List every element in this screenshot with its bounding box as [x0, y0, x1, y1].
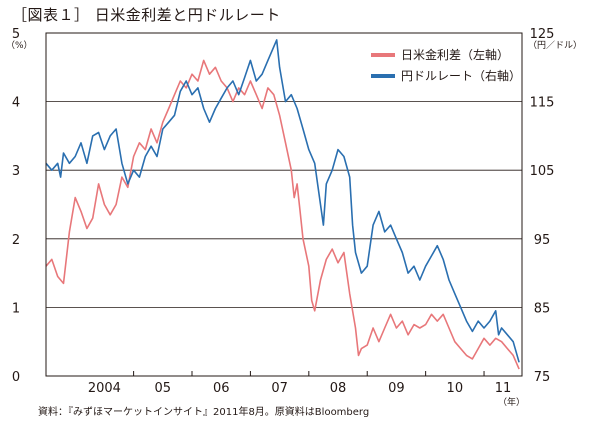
- left-tick-label: 5: [12, 27, 20, 42]
- chart-title: ［図表１］ 日米金利差と円ドルレート: [12, 6, 281, 24]
- left-tick-label: 0: [12, 370, 20, 385]
- left-axis-ticks: 0 1 2 3 4 5: [12, 27, 20, 385]
- grid-lines: [46, 101, 522, 308]
- source-note: 資料：『みずほマーケットインサイト』2011年8月。原資料はBloomberg: [38, 407, 370, 418]
- series-lines: [45, 39, 520, 370]
- right-tick-label: 105: [530, 164, 555, 179]
- right-tick-label: 75: [534, 370, 551, 385]
- x-tick-label: 11: [495, 381, 512, 396]
- right-axis-unit: （円／ドル）: [528, 40, 582, 51]
- x-axis-ticks: 2004 05 06 07 08 09 10 11: [88, 371, 511, 396]
- plot-frame: [45, 32, 523, 377]
- legend: 日米金利差（左軸） 円ドルレート（右軸）: [371, 47, 521, 83]
- x-tick-label: 07: [271, 381, 288, 396]
- right-tick-label: 95: [534, 233, 551, 248]
- left-tick-label: 1: [12, 301, 20, 316]
- x-tick-label: 09: [388, 381, 405, 396]
- left-tick-label: 4: [12, 96, 20, 111]
- x-axis-unit: （年）: [498, 396, 525, 408]
- left-tick-label: 2: [12, 233, 20, 248]
- legend-label: 円ドルレート（右軸）: [401, 68, 521, 83]
- right-tick-label: 115: [530, 96, 555, 111]
- usdjpy-line: [45, 39, 520, 363]
- right-tick-label: 85: [534, 301, 551, 316]
- x-tick-label: 06: [213, 381, 230, 396]
- rate-spread-line: [45, 59, 520, 370]
- x-tick-label: 2004: [88, 381, 121, 396]
- right-axis-ticks: 75 85 95 105 115 125: [530, 27, 555, 385]
- left-axis-unit: （%）: [6, 40, 33, 51]
- right-tick-label: 125: [530, 27, 555, 42]
- legend-label: 日米金利差（左軸）: [401, 47, 509, 62]
- x-tick-label: 05: [155, 381, 172, 396]
- x-tick-label: 10: [447, 381, 464, 396]
- left-tick-label: 3: [12, 164, 20, 179]
- x-tick-label: 08: [330, 381, 347, 396]
